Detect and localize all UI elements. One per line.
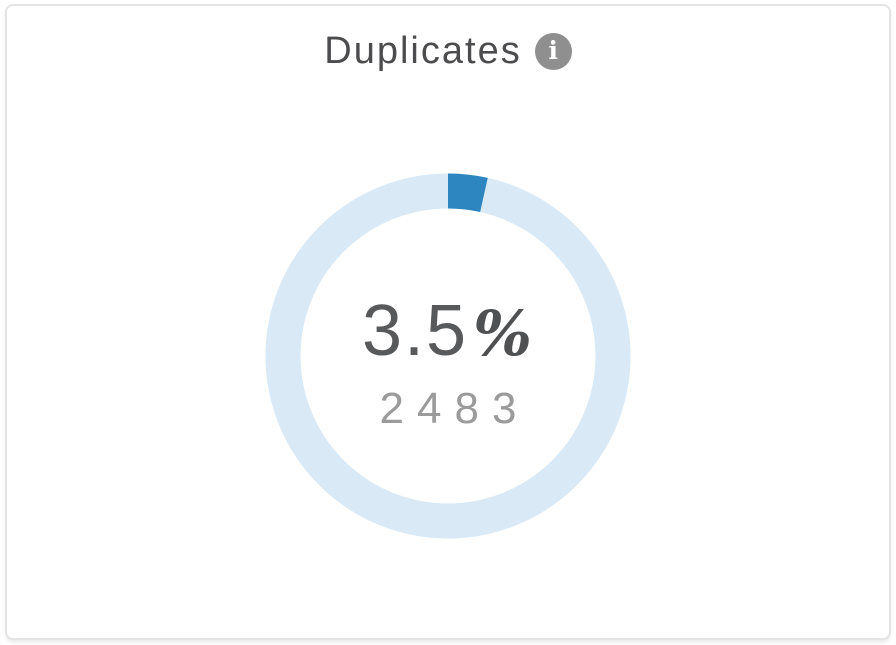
card-header: Duplicates i (7, 30, 889, 73)
duplicates-card: Duplicates i 3.5% 2483 (5, 4, 891, 640)
donut-chart[interactable]: 3.5% 2483 (263, 171, 633, 541)
info-circle-icon[interactable]: i (534, 33, 572, 70)
card-title: Duplicates (324, 30, 522, 72)
info-icon-glyph: i (548, 36, 558, 65)
donut-segment-duplicates (265, 173, 631, 539)
donut-ring-remainder (265, 173, 631, 539)
donut-svg (265, 173, 631, 539)
